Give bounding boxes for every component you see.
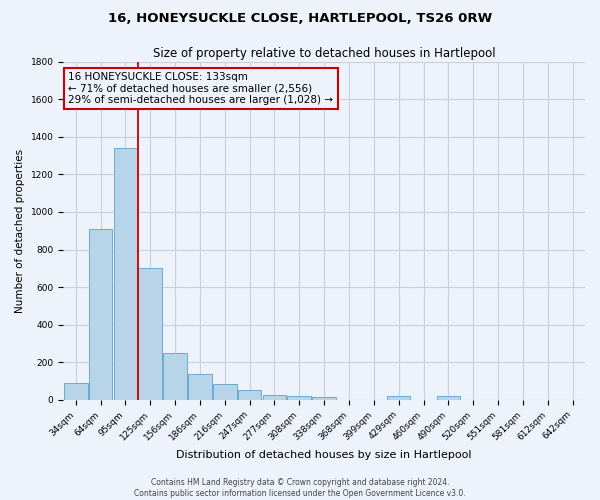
Bar xyxy=(188,374,212,400)
Text: 16 HONEYSUCKLE CLOSE: 133sqm
← 71% of detached houses are smaller (2,556)
29% of: 16 HONEYSUCKLE CLOSE: 133sqm ← 71% of de… xyxy=(68,72,334,105)
Text: Contains HM Land Registry data © Crown copyright and database right 2024.
Contai: Contains HM Land Registry data © Crown c… xyxy=(134,478,466,498)
Bar xyxy=(387,396,410,400)
Bar xyxy=(113,148,137,400)
Bar xyxy=(89,229,112,400)
Bar xyxy=(238,390,262,400)
X-axis label: Distribution of detached houses by size in Hartlepool: Distribution of detached houses by size … xyxy=(176,450,472,460)
Bar xyxy=(263,394,286,400)
Title: Size of property relative to detached houses in Hartlepool: Size of property relative to detached ho… xyxy=(153,48,496,60)
Bar xyxy=(287,396,311,400)
Bar xyxy=(213,384,236,400)
Bar xyxy=(64,383,88,400)
Bar xyxy=(437,396,460,400)
Bar xyxy=(313,397,336,400)
Bar xyxy=(139,268,162,400)
Text: 16, HONEYSUCKLE CLOSE, HARTLEPOOL, TS26 0RW: 16, HONEYSUCKLE CLOSE, HARTLEPOOL, TS26 … xyxy=(108,12,492,26)
Bar xyxy=(163,354,187,400)
Y-axis label: Number of detached properties: Number of detached properties xyxy=(15,148,25,313)
